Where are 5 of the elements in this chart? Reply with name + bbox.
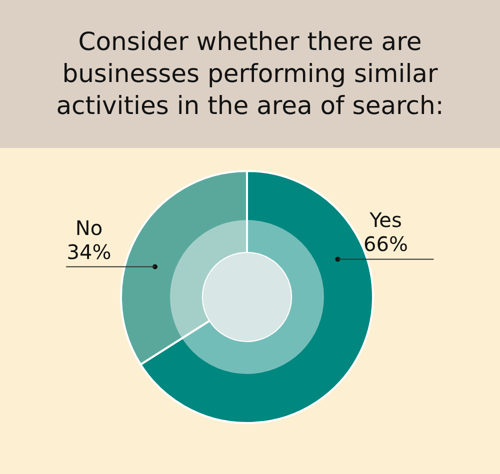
slice-label: Yes — [368, 208, 402, 232]
data-label: 66% — [363, 232, 408, 256]
data-label: 34% — [66, 240, 112, 264]
slice-label: No — [75, 216, 103, 240]
chart-title: Consider whether there are businesses performing similar activities in the area of search: — [55, 26, 445, 122]
